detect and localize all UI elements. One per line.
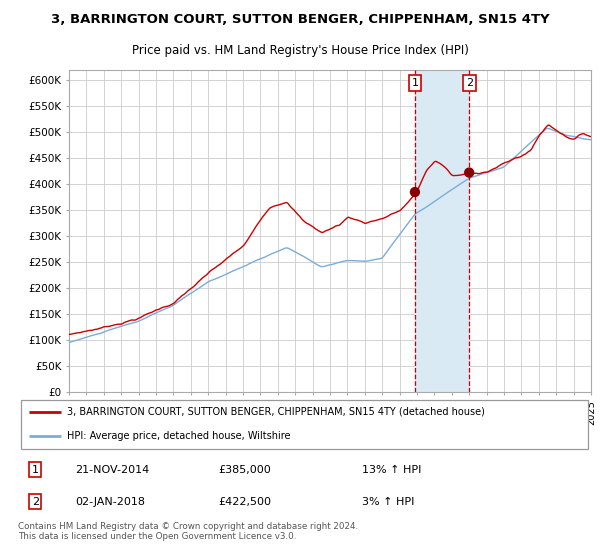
Text: 13% ↑ HPI: 13% ↑ HPI	[362, 465, 421, 475]
Text: £385,000: £385,000	[218, 465, 271, 475]
Text: HPI: Average price, detached house, Wiltshire: HPI: Average price, detached house, Wilt…	[67, 431, 290, 441]
Text: 2: 2	[32, 497, 39, 507]
Text: Contains HM Land Registry data © Crown copyright and database right 2024.
This d: Contains HM Land Registry data © Crown c…	[18, 522, 358, 542]
Point	[464, 168, 474, 177]
Text: 1: 1	[32, 465, 38, 475]
Text: £422,500: £422,500	[218, 497, 272, 507]
Bar	[415, 70, 469, 392]
Text: 02-JAN-2018: 02-JAN-2018	[76, 497, 145, 507]
Text: 3, BARRINGTON COURT, SUTTON BENGER, CHIPPENHAM, SN15 4TY: 3, BARRINGTON COURT, SUTTON BENGER, CHIP…	[50, 13, 550, 26]
Text: 21-NOV-2014: 21-NOV-2014	[76, 465, 149, 475]
Text: 3% ↑ HPI: 3% ↑ HPI	[362, 497, 414, 507]
Text: 3, BARRINGTON COURT, SUTTON BENGER, CHIPPENHAM, SN15 4TY (detached house): 3, BARRINGTON COURT, SUTTON BENGER, CHIP…	[67, 407, 485, 417]
Text: Price paid vs. HM Land Registry's House Price Index (HPI): Price paid vs. HM Land Registry's House …	[131, 44, 469, 57]
Text: 1: 1	[412, 78, 418, 88]
Point	[410, 188, 420, 197]
FancyBboxPatch shape	[21, 400, 588, 449]
Text: 2: 2	[466, 78, 473, 88]
